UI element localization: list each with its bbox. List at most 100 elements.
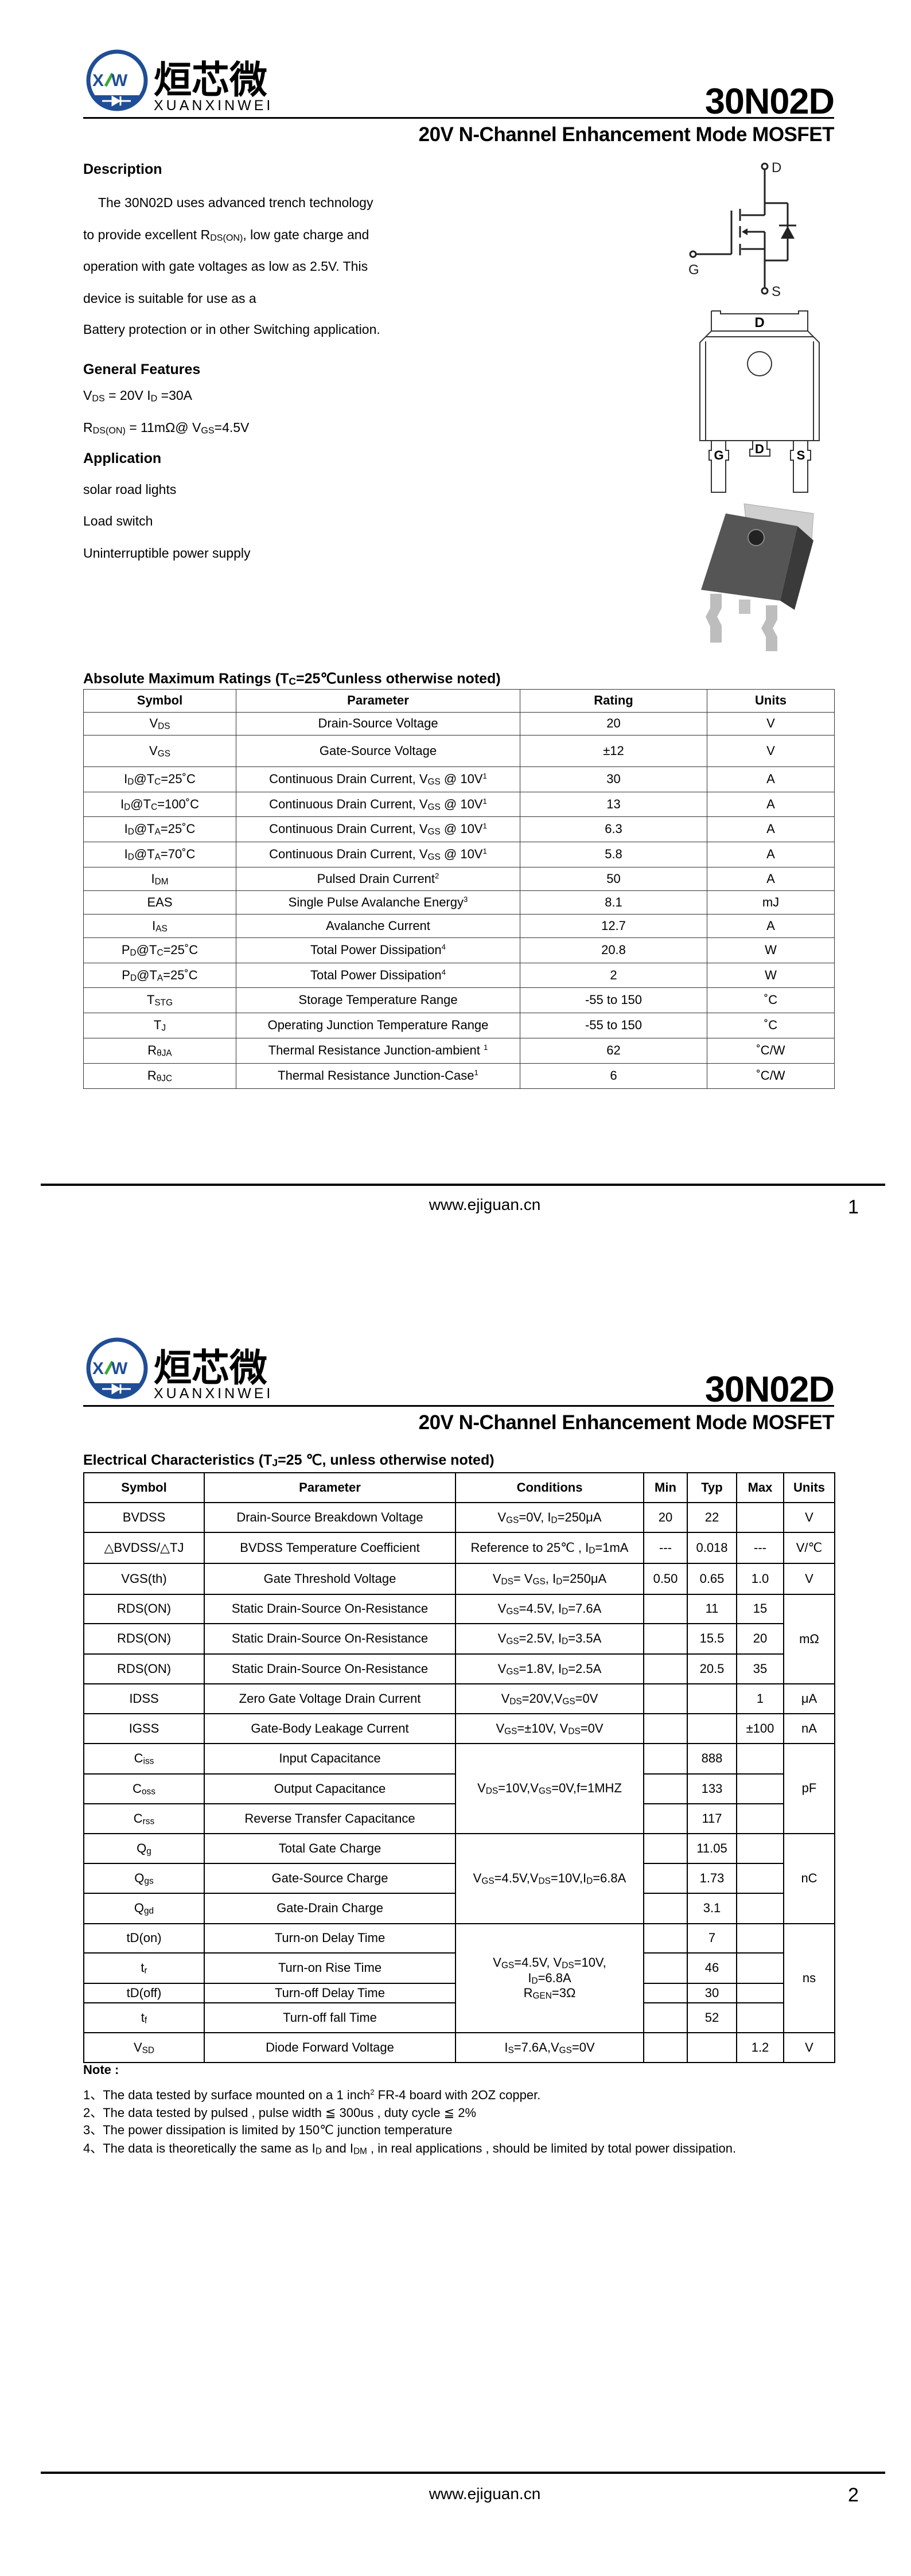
cell-rating: 6.3 xyxy=(520,816,707,842)
cell-units: V xyxy=(783,1502,835,1533)
electrical-title: Electrical Characteristics (TJ=25 ℃, unl… xyxy=(83,1452,495,1469)
cell-symbol: EAS xyxy=(83,890,236,915)
application-item: Load switch xyxy=(83,513,153,528)
cell-conditions: VDS=10V,VGS=0V,f=1MHZ xyxy=(455,1743,644,1834)
cell-rating: 5.8 xyxy=(520,842,707,867)
cell-max xyxy=(736,1952,784,1984)
svg-text:W: W xyxy=(111,71,128,90)
cell-conditions: VGS=1.8V, ID=2.5A xyxy=(455,1653,644,1684)
cell-conditions: VGS=4.5V,VDS=10V,ID=6.8A xyxy=(455,1833,644,1924)
footer-rule xyxy=(41,2472,885,2474)
table-row: VSD Diode Forward Voltage IS=7.6A,VGS=0V 1.… xyxy=(83,2032,835,2063)
header-rule xyxy=(83,1405,834,1407)
cell-min xyxy=(643,1983,688,2003)
cell-typ: 30 xyxy=(687,1983,737,2003)
footer-url[interactable]: www.ejiguan.cn xyxy=(429,1196,541,1213)
cell-symbol: TJ xyxy=(83,1013,236,1038)
table-row: Qgd Gate-Drain Charge 3.1 xyxy=(83,1893,835,1924)
cell-parameter: BVDSS Temperature Coefficient xyxy=(204,1532,456,1564)
absolute-maximum-ratings-table: Symbol Parameter Rating Units VDS Drain-Sour… xyxy=(83,689,835,1089)
cell-max xyxy=(736,1893,784,1924)
cell-symbol: Crss xyxy=(83,1803,205,1834)
cell-units: mΩ xyxy=(783,1594,835,1684)
cell-parameter: Turn-on Rise Time xyxy=(204,1952,456,1984)
cell-typ: 22 xyxy=(687,1502,737,1533)
cell-typ: 20.5 xyxy=(687,1653,737,1684)
table-row: RθJA Thermal Resistance Junction-ambient … xyxy=(83,1038,835,1064)
mosfet-schematic-diagram: D G S xyxy=(688,160,796,299)
cell-parameter: Gate-Body Leakage Current xyxy=(204,1713,456,1744)
cell-symbol: ID@TA=25˚C xyxy=(83,816,236,842)
cell-units: nA xyxy=(783,1713,835,1744)
cell-max xyxy=(736,1743,784,1775)
cell-units: mJ xyxy=(707,890,835,915)
cell-symbol: RDS(ON) xyxy=(83,1623,205,1655)
cell-parameter: Total Gate Charge xyxy=(204,1833,456,1864)
column-header-max: Max xyxy=(736,1472,784,1503)
cell-parameter: Avalanche Current xyxy=(236,914,520,938)
subtitle: 20V N-Channel Enhancement Mode MOSFET xyxy=(418,1411,835,1434)
cell-parameter: Single Pulse Avalanche Energy3 xyxy=(236,890,520,915)
cell-max: 1 xyxy=(736,1683,784,1714)
footer-url[interactable]: www.ejiguan.cn xyxy=(429,2485,541,2503)
cell-max: --- xyxy=(736,1532,784,1564)
cell-units: ˚C/W xyxy=(707,1063,835,1089)
cell-typ: 1.73 xyxy=(687,1863,737,1894)
cell-parameter: Diode Forward Voltage xyxy=(204,2032,456,2063)
cell-max xyxy=(736,1983,784,2003)
cell-symbol: RDS(ON) xyxy=(83,1653,205,1684)
cell-units: V xyxy=(783,2032,835,2063)
package-outline-diagram: D G D S xyxy=(699,310,820,493)
cell-max: ±100 xyxy=(736,1713,784,1744)
cell-typ: 7 xyxy=(687,1923,737,1954)
cell-rating: -55 to 150 xyxy=(520,1013,707,1038)
cell-conditions: VGS=0V, ID=250μA xyxy=(455,1502,644,1533)
subtitle: 20V N-Channel Enhancement Mode MOSFET xyxy=(418,123,835,146)
cell-units: ˚C xyxy=(707,987,835,1013)
column-header-min: Min xyxy=(643,1472,688,1503)
column-header-units: Units xyxy=(707,689,835,713)
description-line: device is suitable for use as a xyxy=(83,291,256,306)
note-item: 1、The data tested by surface mounted on … xyxy=(83,2088,541,2102)
cell-units: A xyxy=(707,867,835,891)
cell-symbol: PD@TC=25˚C xyxy=(83,937,236,963)
cell-symbol: VGS(th) xyxy=(83,1563,205,1595)
cell-units: A xyxy=(707,914,835,938)
logo-latin-name: XUANXINWEI xyxy=(154,1386,273,1402)
cell-min xyxy=(643,1833,688,1864)
cell-symbol: VGS xyxy=(83,735,236,767)
cell-parameter: Thermal Resistance Junction-ambient 1 xyxy=(236,1038,520,1064)
description-line: Battery protection or in other Switching… xyxy=(83,322,380,337)
cell-min xyxy=(643,1923,688,1954)
cell-rating: -55 to 150 xyxy=(520,987,707,1013)
cell-symbol: PD@TA=25˚C xyxy=(83,963,236,988)
svg-text:X: X xyxy=(92,1359,104,1378)
application-item: solar road lights xyxy=(83,482,177,497)
table-row: IAS Avalanche Current 12.7 A xyxy=(83,914,835,938)
cell-units: A xyxy=(707,842,835,867)
cell-min xyxy=(643,1803,688,1834)
cell-parameter: Continuous Drain Current, VGS @ 10V1 xyxy=(236,766,520,792)
cell-symbol: IDM xyxy=(83,867,236,891)
table-header-row: Symbol Parameter Conditions Min Typ Max Units xyxy=(83,1472,835,1503)
cell-max: 15 xyxy=(736,1594,784,1624)
cell-rating: 30 xyxy=(520,766,707,792)
table-row: TSTG Storage Temperature Range -55 to 150 ˚… xyxy=(83,987,835,1013)
description-heading: Description xyxy=(83,161,162,177)
pin-drain-label: D xyxy=(755,442,764,456)
cell-symbol: IDSS xyxy=(83,1683,205,1714)
cell-symbol: Qgs xyxy=(83,1863,205,1894)
gate-label: G xyxy=(688,262,699,278)
cell-min: 0.50 xyxy=(643,1563,688,1595)
cell-parameter: Pulsed Drain Current2 xyxy=(236,867,520,891)
company-logo: X W 烜芯微 XUANXINWEI xyxy=(86,49,270,114)
page-number: 2 xyxy=(848,2484,859,2506)
cell-parameter: Static Drain-Source On-Resistance xyxy=(204,1623,456,1655)
tab-drain-label: D xyxy=(754,315,764,330)
cell-max: 1.0 xyxy=(736,1563,784,1595)
column-header-parameter: Parameter xyxy=(204,1472,456,1503)
cell-typ: 3.1 xyxy=(687,1893,737,1924)
cell-min: --- xyxy=(643,1532,688,1564)
cell-min xyxy=(643,2002,688,2033)
cell-parameter: Operating Junction Temperature Range xyxy=(236,1013,520,1038)
